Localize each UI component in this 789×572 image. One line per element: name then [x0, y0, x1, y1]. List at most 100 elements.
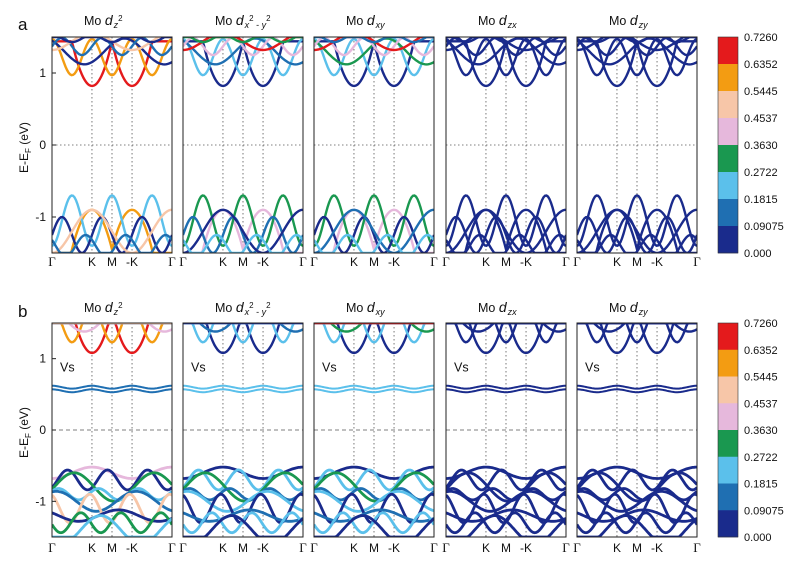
xtick-label: K	[482, 541, 490, 555]
valence-band-5	[314, 233, 434, 253]
colorbar-swatch	[718, 456, 738, 484]
xtick-label: M	[369, 255, 379, 269]
xtick-label: K	[88, 541, 96, 555]
band-panel-2: Vs Γ K M -K Γ Mo dx2 - y2	[179, 299, 307, 555]
conduction-band-6	[314, 37, 434, 44]
conduction-band-2	[446, 37, 566, 77]
valence-band-2	[52, 194, 172, 247]
colorbar-swatch	[718, 91, 738, 119]
valence-band-5	[183, 489, 303, 513]
defect-state-2	[52, 384, 172, 390]
valence-band-5	[577, 489, 697, 513]
band-panel-5: Vs Γ K M -K Γ Mo dzy	[573, 299, 701, 555]
xtick-label: M	[632, 255, 642, 269]
colorbar-label: 0.2722	[744, 167, 778, 179]
conduction-band-3	[183, 37, 303, 66]
xtick-label: -K	[257, 541, 269, 555]
valence-band-3	[52, 215, 172, 253]
bands	[314, 323, 434, 537]
colorbar-swatch	[718, 64, 738, 92]
band-panel-1: Γ K M -K Γ Mo dz2	[48, 12, 176, 269]
colorbars: 0.7260 0.6352 0.5445 0.4537 0.3630 0.2722 0.18…	[717, 32, 784, 544]
colorbar-swatch	[718, 349, 738, 377]
xtick-label: Γ	[299, 254, 307, 269]
colorbar-frame	[717, 322, 739, 538]
ytick-label: 1	[39, 352, 46, 366]
colorbar-swatch	[718, 226, 738, 254]
bands	[52, 37, 172, 253]
xtick-label: Γ	[693, 540, 701, 555]
panel-frame	[313, 322, 435, 538]
valence-band-1	[314, 208, 434, 253]
conduction-band-4	[446, 37, 566, 57]
valence-band-4	[52, 208, 172, 253]
colorbar-a: 0.7260 0.6352 0.5445 0.4537 0.3630 0.2722 0.18…	[717, 32, 784, 260]
band-panel-4: Vs Γ K M -K Γ Mo dzx	[442, 299, 570, 555]
orbital-title: Mo dzx	[478, 12, 517, 30]
xtick-label: Γ	[562, 254, 570, 269]
defect-state-1	[52, 388, 172, 394]
colorbar-label: 0.09075	[744, 505, 784, 517]
defect-state-1	[446, 388, 566, 394]
colorbar-label: 0.2722	[744, 452, 778, 464]
panel-frame	[445, 322, 567, 538]
ytick-label: 1	[39, 66, 46, 80]
conduction-band-6	[52, 37, 172, 44]
band-panel-3: Vs Γ K M -K Γ Mo dxy	[310, 299, 438, 555]
colorbar-label: 0.5445	[744, 86, 778, 98]
panel-frame	[576, 322, 698, 538]
colorbar-swatch	[718, 376, 738, 404]
xtick-label: Γ	[310, 540, 318, 555]
colorbar-swatch	[718, 199, 738, 227]
xtick-label: M	[107, 541, 117, 555]
colorbar-label: 0.1815	[744, 194, 778, 206]
xtick-label: Γ	[179, 540, 187, 555]
defect-label: Vs	[60, 361, 75, 375]
colorbar-label: 0.4537	[744, 398, 778, 410]
defect-label: Vs	[585, 361, 600, 375]
colorbar-label: 0.7260	[744, 32, 778, 44]
colorbar-label: 0.7260	[744, 318, 778, 330]
panel-frame	[182, 322, 304, 538]
conduction-band-3	[183, 323, 303, 333]
valence-band-3	[314, 215, 434, 253]
xtick-label: Γ	[168, 540, 176, 555]
valence-band-3	[183, 471, 303, 503]
conduction-band-3	[577, 323, 697, 333]
xtick-label: K	[219, 255, 227, 269]
xtick-label: Γ	[299, 540, 307, 555]
band-panel-3: Γ K M -K Γ Mo dxy	[310, 12, 438, 269]
valence-band-9	[183, 514, 303, 537]
conduction-band-2	[52, 37, 172, 77]
panel-frame	[313, 36, 435, 254]
defect-state-2	[314, 384, 434, 390]
orbital-title: Mo dzy	[609, 299, 648, 317]
colorbar-label: 0.000	[744, 248, 772, 260]
xtick-label: M	[501, 541, 511, 555]
orbital-title: Mo dzy	[609, 12, 648, 30]
bands	[577, 37, 697, 253]
colorbar-swatch	[718, 118, 738, 146]
colorbar-swatch	[718, 37, 738, 65]
conduction-band-3	[52, 323, 172, 333]
band-panel-2: Γ K M -K Γ Mo dx2 - y2	[179, 12, 307, 269]
xtick-label: -K	[126, 541, 138, 555]
xtick-label: Γ	[573, 540, 581, 555]
conduction-band-2	[446, 323, 566, 344]
xtick-label: -K	[520, 541, 532, 555]
xtick-label: K	[350, 255, 358, 269]
xtick-label: Γ	[442, 254, 450, 269]
colorbar-label: 0.3630	[744, 140, 778, 152]
colorbar-swatch	[718, 430, 738, 458]
bands	[577, 323, 697, 537]
valence-band-9	[314, 514, 434, 537]
bands	[446, 37, 566, 253]
xtick-label: -K	[651, 541, 663, 555]
xtick-label: Γ	[693, 254, 701, 269]
conduction-band-4	[183, 37, 303, 57]
xtick-label: K	[350, 541, 358, 555]
bands	[183, 323, 303, 537]
valence-band-9	[577, 514, 697, 537]
y-axis-label: E-EF (eV)	[17, 122, 33, 173]
